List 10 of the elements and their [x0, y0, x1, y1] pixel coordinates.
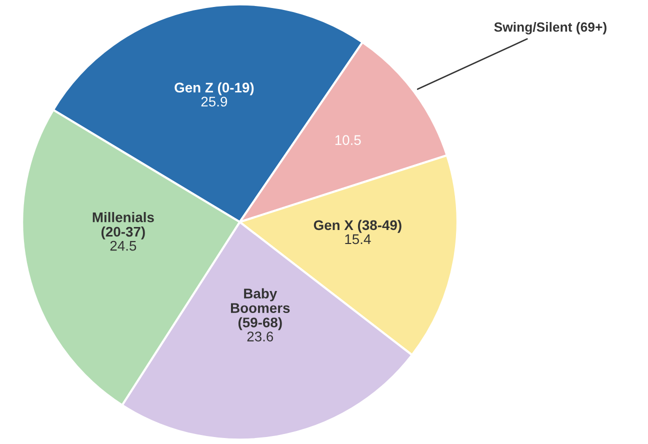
slice-label: Gen Z (0-19) [174, 82, 254, 96]
data-label: 15.4 [345, 234, 371, 244]
data-label: 24.5 [110, 240, 136, 251]
data-label: 10.5 [335, 135, 361, 145]
data-label: 23.6 [247, 332, 274, 342]
slice-label: Gen X (38-49) [314, 220, 402, 233]
slice-label: Baby Boomers (59-68) [230, 288, 290, 330]
slice-label: Millenials (20-37) [92, 212, 154, 240]
slice-label: Swing/Silent (69+) [494, 22, 606, 34]
data-label: 25.9 [201, 96, 228, 107]
